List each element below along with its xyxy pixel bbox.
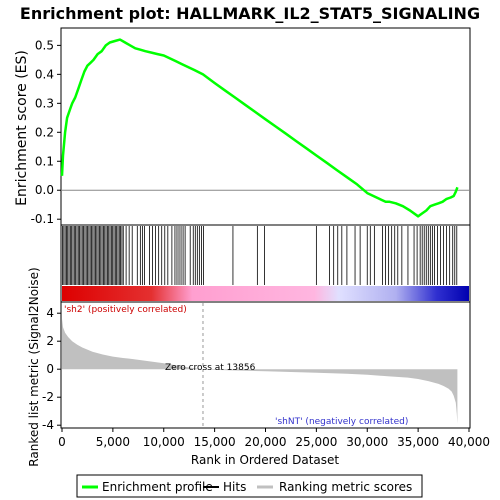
neg-correlated-label: 'shNT' (negatively correlated): [275, 417, 408, 427]
chart-title: Enrichment plot: HALLMARK_IL2_STAT5_SIGN…: [20, 4, 480, 23]
es-tick-label: 0.4: [35, 67, 54, 81]
es-tick-label: -0.1: [31, 212, 54, 226]
x-tick-label: 20,000: [245, 435, 287, 449]
metric-tick-label: 0: [46, 362, 54, 376]
metric-tick-label: 4: [46, 306, 54, 320]
x-tick-label: 30,000: [346, 435, 388, 449]
x-tick-label: 0: [58, 435, 66, 449]
metric-tick-label: -2: [42, 390, 54, 404]
legend-label-hits: Hits: [223, 480, 246, 494]
es-tick-label: 0.0: [35, 183, 54, 197]
x-tick-label: 40,000: [448, 435, 490, 449]
ranking-metric-area: [62, 318, 458, 424]
legend-box: [76, 474, 423, 498]
legend-label-enrichment: Enrichment profile: [102, 480, 213, 494]
x-tick-label: 5,000: [96, 435, 130, 449]
x-tick-label: 15,000: [194, 435, 236, 449]
enrichment-profile-line: [60, 38, 459, 218]
metric-tick-label: -4: [42, 418, 54, 432]
es-panel: [60, 27, 471, 226]
es-tick-label: 0.3: [35, 96, 54, 110]
zero-cross-label: Zero cross at 13856: [165, 363, 256, 373]
es-axis-label: Enrichment score (ES): [14, 50, 30, 206]
legend-label-metric: Ranking metric scores: [279, 480, 412, 494]
x-tick-label: 25,000: [295, 435, 337, 449]
es-tick-label: 0.5: [35, 38, 54, 52]
legend: Enrichment profile Hits Ranking metric s…: [76, 474, 423, 498]
pos-correlated-label: 'sh2' (positively correlated): [64, 305, 187, 315]
ranking-color-bar: [62, 286, 469, 301]
es-tick-label: 0.1: [35, 154, 54, 168]
es-tick-label: 0.2: [35, 125, 54, 139]
metric-axis-label: Ranked list metric (Signal2Noise): [27, 267, 41, 466]
x-tick-label: 35,000: [397, 435, 439, 449]
metric-tick-label: 2: [46, 334, 54, 348]
x-tick-label: 10,000: [143, 435, 185, 449]
x-axis-label: Rank in Ordered Dataset: [191, 453, 339, 467]
